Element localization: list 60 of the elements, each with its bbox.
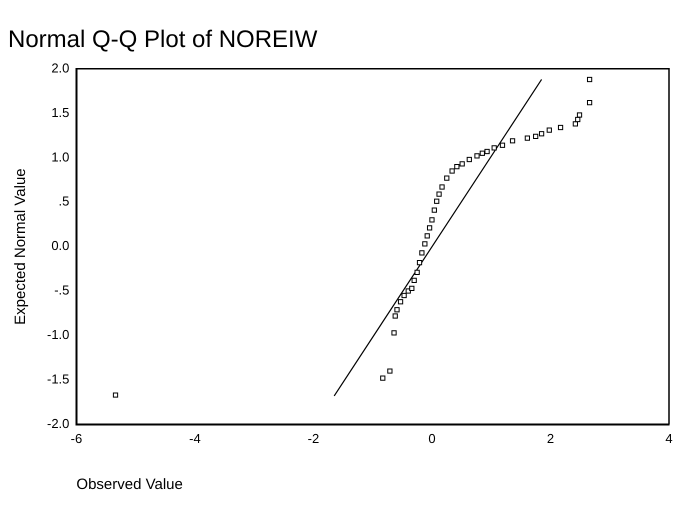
y-tick-label: 1.0 <box>51 149 70 164</box>
y-tick-label: 1.5 <box>51 104 70 120</box>
point <box>538 131 544 136</box>
point <box>419 250 425 256</box>
point <box>454 164 460 170</box>
point <box>424 233 430 239</box>
point <box>510 138 516 144</box>
y-tick-label: 0.0 <box>51 238 70 254</box>
x-tick-label: -4 <box>189 430 201 446</box>
point <box>392 313 398 319</box>
point <box>558 124 564 130</box>
point <box>387 368 393 374</box>
x-tick-label: 2 <box>546 430 554 446</box>
point <box>394 307 400 312</box>
y-tick-label: -1.0 <box>46 327 70 342</box>
y-tick-label: .5 <box>58 194 70 209</box>
point <box>500 142 506 148</box>
point <box>112 392 118 398</box>
point <box>436 192 442 197</box>
point <box>484 148 490 154</box>
point <box>414 270 420 276</box>
y-tick-label: 2.0 <box>51 60 70 76</box>
x-axis-title: Observed Value <box>76 476 183 494</box>
point <box>586 76 592 82</box>
point <box>416 260 422 266</box>
point <box>426 225 432 231</box>
point <box>533 134 538 139</box>
point <box>572 121 578 127</box>
point <box>409 286 414 292</box>
point <box>546 128 552 133</box>
point <box>380 376 386 381</box>
point <box>576 112 582 118</box>
point <box>398 299 404 304</box>
point <box>412 278 417 284</box>
x-tick-label: -6 <box>70 430 82 446</box>
point <box>449 168 455 174</box>
point <box>429 217 435 223</box>
y-tick-label: -2.0 <box>46 416 70 431</box>
point <box>401 292 407 298</box>
point <box>434 198 440 204</box>
point <box>391 330 397 336</box>
x-tick-label: 0 <box>428 430 436 446</box>
chart-title: Normal Q-Q Plot of NOREIW <box>8 26 318 54</box>
point <box>439 184 445 190</box>
y-axis-title: Expected Normal Value <box>12 168 30 325</box>
point <box>444 176 450 181</box>
y-tick-label: -.5 <box>54 282 70 298</box>
x-tick-label: -2 <box>308 430 320 446</box>
point <box>466 156 472 162</box>
x-tick-label: 4 <box>665 430 673 446</box>
point <box>460 161 465 167</box>
point <box>432 208 437 213</box>
point <box>586 100 592 106</box>
point <box>422 241 428 247</box>
point <box>575 116 580 122</box>
y-tick-label: -1.5 <box>46 372 70 387</box>
point <box>474 153 480 159</box>
point <box>492 145 497 151</box>
point <box>480 150 485 156</box>
point <box>524 136 530 141</box>
